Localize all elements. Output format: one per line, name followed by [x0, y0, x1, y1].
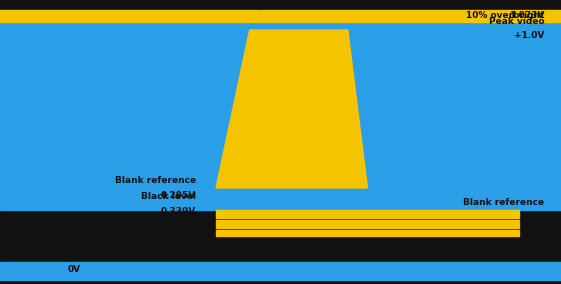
Text: Sync level: Sync level: [67, 250, 119, 258]
Text: Blank reference: Blank reference: [115, 176, 196, 185]
Text: 10% overbright: 10% overbright: [466, 11, 544, 20]
Text: +1.0V: +1.0V: [514, 32, 544, 40]
Polygon shape: [0, 262, 561, 280]
Polygon shape: [0, 10, 561, 22]
Text: 0.339V: 0.339V: [161, 207, 196, 216]
Text: 0.285V: 0.285V: [161, 191, 196, 200]
Text: Composite video: Composite video: [234, 0, 327, 10]
Text: 1.073V: 1.073V: [509, 11, 544, 20]
Polygon shape: [216, 220, 519, 228]
Polygon shape: [216, 30, 367, 188]
Text: 0V: 0V: [67, 266, 80, 275]
Text: Peak video: Peak video: [489, 17, 544, 26]
Polygon shape: [216, 210, 519, 218]
Polygon shape: [216, 230, 519, 236]
Polygon shape: [0, 12, 561, 210]
Text: Black level: Black level: [141, 192, 196, 201]
Text: Blank reference: Blank reference: [463, 198, 544, 207]
